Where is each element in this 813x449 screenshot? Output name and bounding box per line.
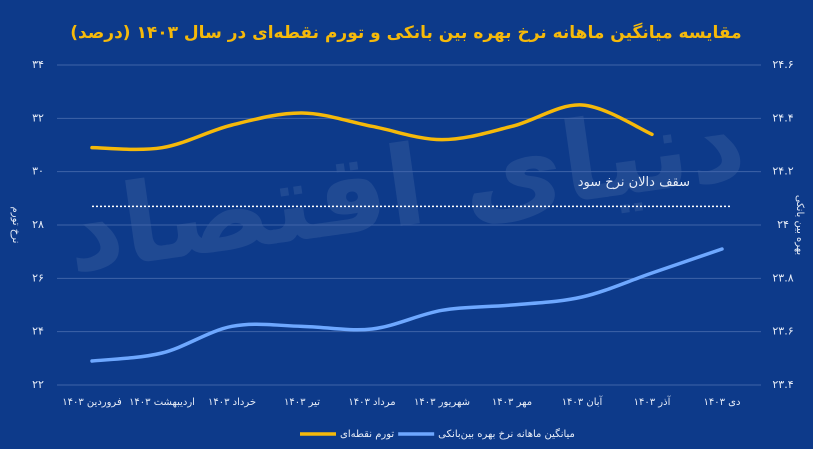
y2-tick-label: ۲۳.۶ [772, 325, 793, 338]
x-tick-label: مهر ۱۴۰۳ [492, 397, 532, 408]
y2-tick-label: ۲۴.۴ [772, 111, 793, 124]
y-tick-label: ۲۴ [32, 325, 44, 338]
series-line [90, 247, 724, 363]
x-tick-label: دی ۱۴۰۳ [704, 397, 741, 408]
y-tick-label: ۲۲ [32, 378, 44, 391]
y2-tick-label: ۲۴.۶ [772, 58, 793, 71]
y-axis-label: نرخ تورم [10, 207, 21, 244]
y2-axis-label: بهره بین بانکی [794, 195, 805, 255]
series-line [90, 103, 654, 152]
x-tick-label: فروردین ۱۴۰۳ [62, 397, 122, 408]
x-tick-label: اردیبهشت ۱۴۰۳ [129, 397, 195, 408]
x-tick-label: خرداد ۱۴۰۳ [208, 397, 256, 408]
reference-label: سقف دالان نرخ سود [578, 175, 690, 190]
y-tick-label: ۳۴ [32, 58, 44, 71]
legend-label: تورم نقطه‌ای [340, 429, 394, 440]
y-tick-label: ۲۶ [32, 271, 44, 284]
x-tick-label: آبان ۱۴۰۳ [562, 395, 604, 408]
legend-label: میانگین ماهانه نرخ بهره بین‌بانکی [438, 428, 575, 440]
y2-tick-label: ۲۴.۲ [772, 165, 793, 178]
chart-title: مقایسه میانگین ماهانه نرخ بهره بین بانکی… [70, 22, 741, 43]
x-tick-label: تیر ۱۴۰۳ [284, 397, 320, 408]
y-tick-label: ۳۲ [32, 111, 44, 124]
x-tick-label: آذر ۱۴۰۳ [634, 395, 672, 408]
y2-tick-label: ۲۳.۴ [772, 378, 793, 391]
x-tick-label: مرداد ۱۴۰۳ [348, 397, 395, 408]
x-tick-label: شهریور ۱۴۰۳ [414, 397, 470, 408]
y-tick-label: ۲۸ [32, 218, 44, 231]
y2-tick-label: ۲۳.۸ [772, 271, 793, 284]
y-tick-label: ۳۰ [32, 165, 44, 178]
y2-tick-label: ۲۴ [777, 218, 789, 231]
